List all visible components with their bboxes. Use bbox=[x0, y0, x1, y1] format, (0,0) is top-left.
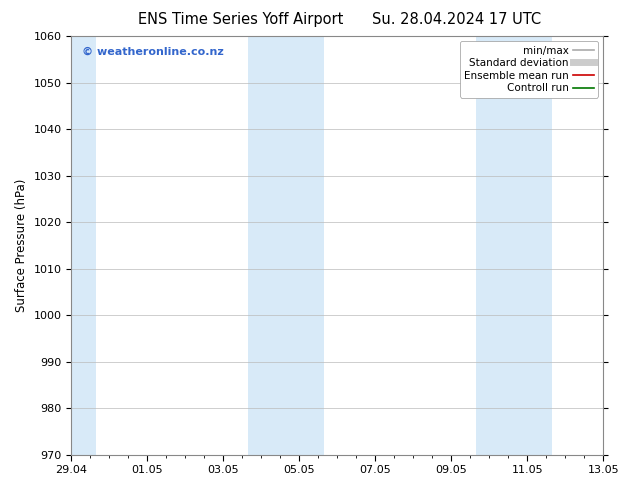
Legend: min/max, Standard deviation, Ensemble mean run, Controll run: min/max, Standard deviation, Ensemble me… bbox=[460, 41, 598, 98]
Bar bbox=[70, 36, 96, 455]
Bar bbox=[248, 36, 324, 455]
Bar bbox=[476, 36, 552, 455]
Text: Su. 28.04.2024 17 UTC: Su. 28.04.2024 17 UTC bbox=[372, 12, 541, 27]
Y-axis label: Surface Pressure (hPa): Surface Pressure (hPa) bbox=[15, 179, 28, 312]
Text: ENS Time Series Yoff Airport: ENS Time Series Yoff Airport bbox=[138, 12, 344, 27]
Text: © weatheronline.co.nz: © weatheronline.co.nz bbox=[82, 47, 224, 57]
